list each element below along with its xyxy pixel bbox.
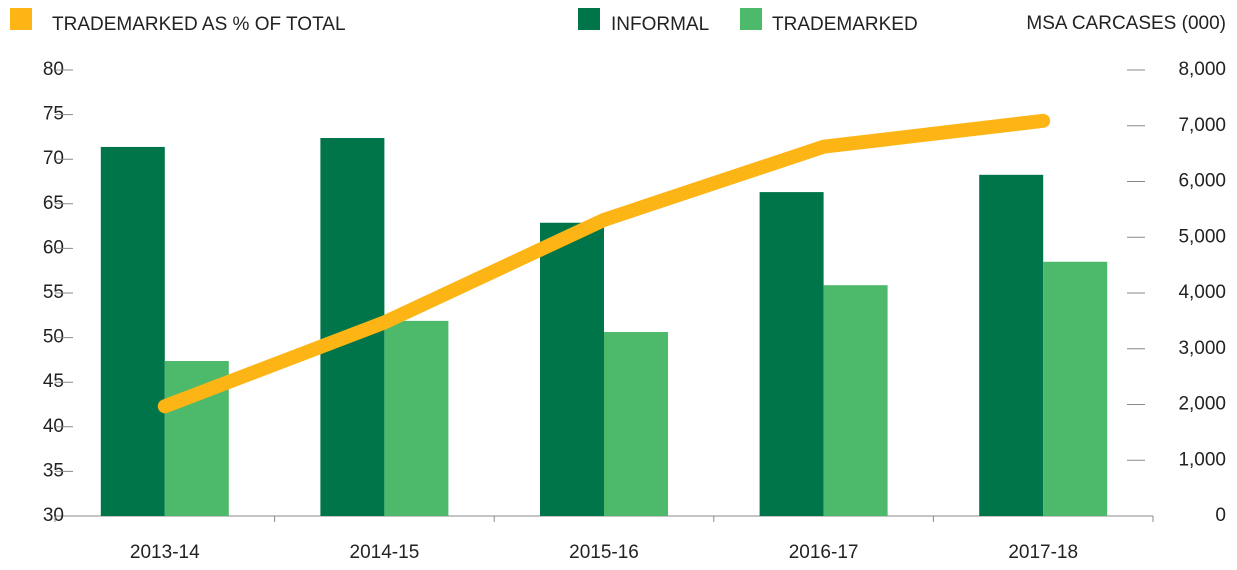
- legend-swatch: [578, 8, 600, 30]
- y2-tick-label: 5,000: [1178, 226, 1226, 247]
- y-tick-label: 80: [43, 59, 64, 80]
- y-tick-label: 30: [43, 505, 64, 526]
- bar: [759, 192, 824, 516]
- legend-swatch: [740, 8, 762, 30]
- legend-label: INFORMAL: [611, 14, 709, 35]
- bar: [1043, 261, 1108, 516]
- legend-label: TRADEMARKED: [772, 14, 918, 35]
- y-tick-label: 35: [43, 460, 64, 481]
- legend-swatch: [10, 8, 32, 30]
- y2-tick-label: 6,000: [1178, 171, 1226, 192]
- legend-label: TRADEMARKED AS % OF TOTAL: [52, 14, 346, 35]
- y-tick-label: 50: [43, 327, 64, 348]
- x-tick-label: 2017-18: [1008, 542, 1078, 563]
- y-tick-label: 45: [43, 371, 64, 392]
- bar: [540, 222, 604, 516]
- y-tick-label: 60: [43, 237, 64, 258]
- y2-tick-label: 3,000: [1178, 338, 1226, 359]
- y2-tick-label: 0: [1215, 505, 1226, 526]
- bar: [100, 146, 165, 516]
- y2-tick-label: 1,000: [1178, 449, 1226, 470]
- x-tick-label: 2013-14: [130, 542, 200, 563]
- bar: [823, 285, 888, 516]
- y-tick-label: 70: [43, 148, 64, 169]
- y2-tick-label: 8,000: [1178, 59, 1226, 80]
- bar: [384, 320, 449, 516]
- y2-tick-label: 2,000: [1178, 394, 1226, 415]
- x-tick-label: 2015-16: [569, 542, 639, 563]
- y2-axis-label: MSA CARCASES (000): [1026, 13, 1226, 34]
- x-tick-label: 2016-17: [789, 542, 859, 563]
- y-tick-label: 55: [43, 282, 64, 303]
- y-tick-label: 75: [43, 104, 64, 125]
- y-tick-label: 65: [43, 193, 64, 214]
- y-tick-label: 40: [43, 416, 64, 437]
- line: [157, 113, 1051, 414]
- bar: [604, 332, 668, 516]
- bar: [979, 174, 1044, 516]
- y2-tick-label: 7,000: [1178, 115, 1226, 136]
- y2-tick-label: 4,000: [1178, 282, 1226, 303]
- x-tick-label: 2014-15: [350, 542, 420, 563]
